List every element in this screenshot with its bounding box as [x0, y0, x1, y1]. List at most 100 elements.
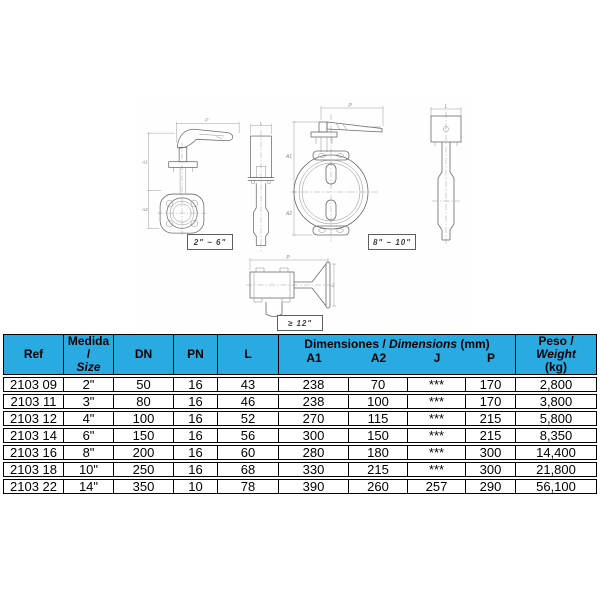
table-cell: *** [408, 411, 466, 426]
centerline [432, 112, 460, 244]
table-cell: 10 [174, 479, 218, 494]
header-label: Peso / [538, 334, 574, 348]
technical-drawings-panel: P A1 A2 L P A1 A2 [136, 100, 472, 332]
table-cell: *** [408, 377, 466, 392]
col-header-a2: A2 [370, 351, 387, 365]
table-cell: 2103 18 [3, 462, 64, 477]
table-cell: 238 [279, 394, 349, 409]
drawing-valve-side-small: L [247, 121, 275, 252]
disc-hub-lower [325, 199, 337, 221]
spec-table-wrap: Ref Medida / Size DN PN L Dimensiones / … [3, 332, 597, 496]
table-cell: 56 [218, 428, 279, 443]
dim-label-a1: A1 [141, 160, 148, 166]
table-cell: 290 [466, 479, 516, 494]
table-cell: 2103 12 [3, 411, 64, 426]
valve-profile [437, 142, 455, 241]
table-cell: 300 [466, 445, 516, 460]
table-cell: 115 [349, 411, 408, 426]
table-cell: 250 [114, 462, 174, 477]
handwheel-cone [311, 263, 327, 307]
header-label: Medida [67, 334, 110, 348]
valve-body-lug [159, 193, 205, 234]
handle-end-view [430, 115, 462, 143]
dim-label-p: P [286, 255, 290, 261]
table-cell: 2103 16 [3, 445, 64, 460]
col-header-pn: PN [174, 334, 218, 375]
header-label: L [244, 347, 252, 361]
header-label: Weight [536, 347, 576, 361]
col-header-dn: DN [114, 334, 174, 375]
valve-bore [166, 197, 198, 229]
header-label: Ref [23, 347, 44, 361]
table-cell: 70 [349, 377, 408, 392]
stem-cylinder [265, 302, 283, 317]
table-cell: 270 [279, 411, 349, 426]
table-cell: 2103 14 [3, 428, 64, 443]
table-cell: 150 [349, 428, 408, 443]
table-row: 2103 16 8" 200 16 60 280 180 *** 300 14,400 [3, 445, 597, 460]
stem-flange [310, 131, 338, 138]
table-cell: 60 [218, 445, 279, 460]
stem-flange [168, 161, 198, 168]
table-cell: 170 [466, 377, 516, 392]
table-cell: 16 [174, 445, 218, 460]
table-cell: 100 [349, 394, 408, 409]
table-cell: 4" [64, 411, 114, 426]
header-label: (mm) [457, 337, 490, 351]
table-cell: 238 [279, 377, 349, 392]
table-cell: *** [408, 428, 466, 443]
table-cell: 330 [279, 462, 349, 477]
dim-label-p: P [205, 118, 209, 124]
table-cell: 50 [114, 377, 174, 392]
dim-label-a1: A1 [285, 154, 292, 160]
disc-hub-upper [325, 163, 337, 185]
table-cell: 3" [64, 394, 114, 409]
table-cell: 2,800 [516, 377, 597, 392]
lever-handle [176, 128, 234, 149]
table-row: 2103 14 6" 150 16 56 300 150 *** 215 8,350 [3, 428, 597, 443]
table-cell: 14,400 [516, 445, 597, 460]
table-cell: 14" [64, 479, 114, 494]
col-header-dimensions-group: Dimensiones / Dimensions (mm) A1 A2 J P [279, 334, 516, 375]
table-cell: 8,350 [516, 428, 597, 443]
table-cell: 257 [408, 479, 466, 494]
table-cell: 80 [114, 394, 174, 409]
dim-label-l: L [445, 104, 448, 110]
table-body: 2103 09 2" 50 16 43 238 70 *** 170 2,800 2103 11 3"… [3, 377, 597, 494]
table-cell: 260 [349, 479, 408, 494]
table-cell: 16 [174, 428, 218, 443]
table-cell: 2" [64, 377, 114, 392]
table-cell: 2103 22 [3, 479, 64, 494]
valve-body [293, 154, 369, 230]
bottom-lug [312, 225, 350, 236]
table-cell: 43 [218, 377, 279, 392]
table-cell: 2103 09 [3, 377, 64, 392]
table-cell: 280 [279, 445, 349, 460]
table-cell: 2103 11 [3, 394, 64, 409]
drawing-valve-side-large: L [430, 104, 462, 244]
drawing-gear-operator-top: P J [246, 255, 336, 317]
table-row: 2103 18 10" 250 16 68 330 215 *** 300 21,800 [3, 462, 597, 477]
col-header-a1: A1 [306, 351, 322, 365]
size-range-label-large: ≥ 12" [277, 315, 323, 331]
drawing-lever-valve-front-small: P A1 A2 [141, 118, 240, 235]
table-cell: 16 [174, 411, 218, 426]
dim-label-j: J [331, 283, 335, 289]
centerline [291, 114, 379, 242]
valve-stem [318, 121, 328, 133]
table-row: 2103 12 4" 100 16 52 270 115 *** 215 5,800 [3, 411, 597, 426]
dim-label-p: P [348, 103, 352, 109]
dimensions-subheaders: A1 A2 J P [279, 352, 515, 365]
table-cell: 300 [279, 428, 349, 443]
header-label: DN [134, 347, 153, 361]
table-cell: 170 [466, 394, 516, 409]
table-cell: 180 [349, 445, 408, 460]
col-header-size: Medida / Size [64, 334, 114, 375]
table-cell: 200 [114, 445, 174, 460]
table-cell: *** [408, 394, 466, 409]
dim-label-a2: A2 [285, 211, 292, 217]
table-cell: 21,800 [516, 462, 597, 477]
spec-table: Ref Medida / Size DN PN L Dimensiones / … [3, 332, 597, 496]
drawing-lever-valve-front-large: P A1 A2 [285, 103, 384, 242]
